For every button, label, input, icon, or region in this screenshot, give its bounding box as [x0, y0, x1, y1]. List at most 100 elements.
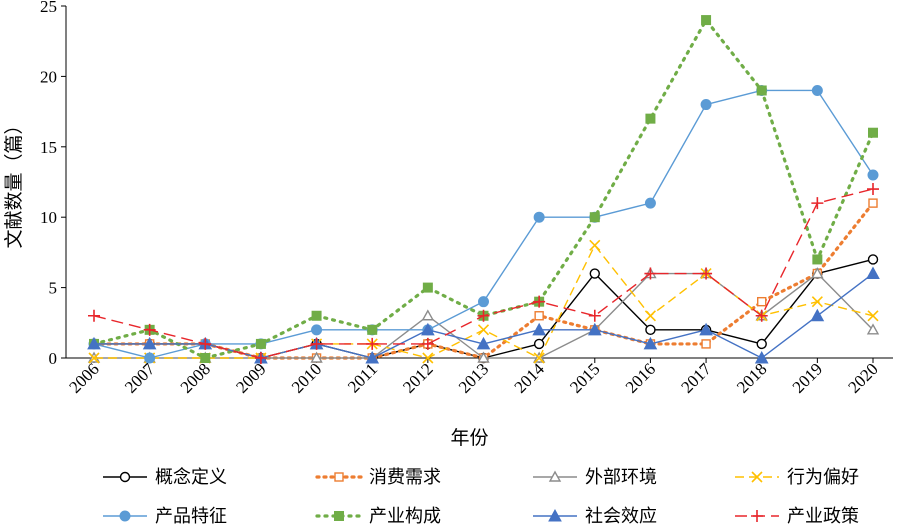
legend-item: 社会效应	[533, 506, 657, 526]
x-tick-label: 2016	[622, 359, 659, 396]
x-tick-label: 2008	[177, 359, 214, 396]
y-axis-title: 文献数量（篇）	[3, 115, 25, 248]
y-tick-label: 5	[49, 279, 58, 298]
series-line	[92, 18, 875, 360]
data-point	[866, 323, 880, 335]
legend-item: 概念定义	[103, 466, 227, 488]
data-point	[810, 308, 825, 322]
x-tick-label: 2018	[733, 359, 770, 396]
data-point	[477, 324, 490, 336]
legend-swatch-marker	[548, 470, 562, 482]
x-tick-label: 2013	[455, 359, 492, 396]
y-tick-label: 0	[49, 349, 58, 368]
data-point	[366, 337, 379, 350]
legend-item: 产业构成	[315, 506, 441, 526]
data-point	[478, 296, 489, 308]
data-point	[533, 295, 546, 308]
data-point	[477, 351, 490, 363]
data-point	[755, 309, 768, 322]
data-point	[701, 15, 712, 26]
data-point	[367, 324, 378, 335]
legend-swatch-marker	[548, 508, 562, 522]
data-point	[144, 352, 156, 364]
x-tick-label: 2006	[65, 359, 102, 396]
legend-swatch-marker	[119, 471, 131, 483]
y-tick-label: 15	[40, 138, 57, 157]
data-point	[533, 352, 545, 364]
data-point	[421, 337, 434, 350]
data-point	[311, 324, 323, 336]
data-point	[87, 336, 101, 350]
legend-label: 社会效应	[585, 506, 657, 526]
plot-area	[87, 15, 880, 364]
y-tick-label: 20	[40, 67, 57, 86]
data-point	[88, 352, 100, 364]
series-8	[88, 183, 879, 364]
legend-label: 产业政策	[787, 506, 859, 526]
data-point	[88, 309, 100, 322]
legend-item: 产业政策	[735, 506, 859, 526]
data-point	[254, 352, 267, 364]
x-tick-label: 2009	[232, 359, 269, 396]
data-point	[754, 350, 769, 364]
legend-item: 消费需求	[315, 467, 441, 488]
x-tick-label: 2007	[121, 359, 159, 397]
data-point	[644, 310, 656, 322]
data-point	[310, 351, 323, 363]
y-tick-label: 10	[40, 208, 57, 227]
data-point	[200, 353, 211, 363]
data-point	[534, 311, 544, 321]
x-axis-title: 年份	[450, 427, 488, 449]
data-point	[311, 310, 322, 321]
data-point	[365, 350, 380, 364]
legend-swatch-marker	[119, 510, 131, 522]
data-point	[533, 338, 545, 350]
data-point	[643, 336, 658, 350]
data-point	[867, 169, 879, 181]
legend-swatch-marker	[334, 472, 344, 482]
data-point	[143, 323, 156, 336]
data-point	[756, 338, 767, 350]
data-point	[589, 268, 600, 279]
legend-item: 行为偏好	[735, 467, 859, 488]
legend-label: 概念定义	[155, 466, 227, 488]
x-tick-label: 2015	[566, 359, 603, 396]
data-point	[644, 267, 657, 280]
data-point	[422, 282, 433, 293]
legend-swatch-marker	[334, 511, 344, 521]
data-point	[532, 322, 546, 336]
legend-swatch-marker	[751, 510, 763, 522]
data-point	[811, 296, 823, 308]
data-point	[868, 127, 878, 138]
data-point	[757, 296, 767, 307]
data-point	[700, 267, 713, 280]
data-point	[701, 339, 711, 349]
data-point	[421, 322, 435, 336]
y-tick-label: 25	[40, 0, 57, 16]
x-tick-label: 2011	[344, 359, 381, 396]
series-line	[92, 201, 875, 360]
axes: 0 5 10 15 20 25 2006 2007 2008 2009 2010 2011 2012 20…	[40, 0, 893, 397]
data-point	[811, 84, 823, 96]
x-tick-label: 2012	[399, 359, 436, 396]
x-tick-label: 2017	[677, 359, 715, 397]
x-tick-label: 2014	[510, 359, 548, 397]
data-point	[866, 266, 880, 280]
data-point	[533, 211, 545, 223]
data-point	[812, 254, 823, 265]
data-point	[811, 267, 824, 279]
x-tick-label: 2019	[789, 359, 826, 396]
data-point	[867, 254, 879, 265]
data-point	[477, 309, 490, 322]
data-point	[255, 338, 266, 349]
data-point	[645, 324, 656, 336]
data-point	[811, 197, 824, 210]
data-point	[699, 322, 713, 336]
data-point	[867, 310, 879, 322]
data-point	[589, 212, 600, 223]
data-point	[142, 336, 157, 350]
data-point	[421, 309, 435, 321]
x-tick-label: 2010	[288, 359, 325, 396]
